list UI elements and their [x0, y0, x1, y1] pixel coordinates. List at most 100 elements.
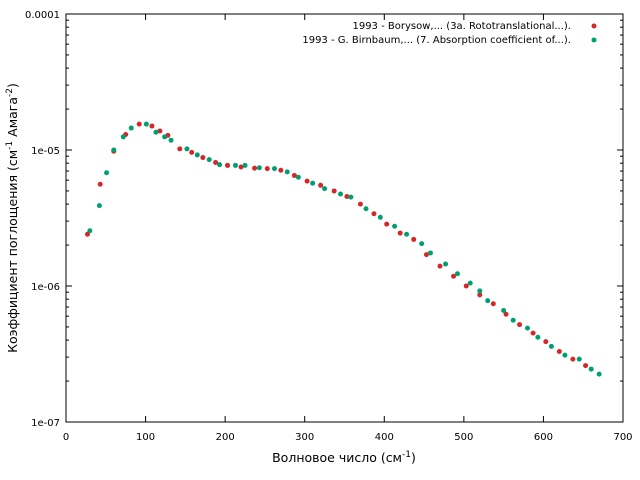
data-point — [427, 250, 433, 256]
data-point — [411, 236, 417, 242]
data-point — [184, 146, 190, 152]
data-point — [510, 317, 516, 323]
legend-marker-borysow — [591, 23, 597, 29]
data-point — [562, 352, 568, 358]
data-point — [194, 152, 200, 158]
data-point — [570, 356, 576, 362]
data-point — [128, 125, 134, 131]
legend-marker-birnbaum — [591, 37, 597, 43]
data-point — [477, 288, 483, 294]
data-point — [392, 223, 398, 229]
data-point — [84, 231, 90, 237]
data-point — [177, 146, 183, 152]
plot-frame — [65, 13, 624, 423]
data-point — [404, 231, 410, 237]
x-tick-label: 300 — [295, 432, 314, 443]
data-point — [501, 308, 507, 314]
legend-label-birnbaum: 1993 - G. Birnbaum,... (7. Absorption co… — [302, 35, 571, 46]
data-point — [530, 330, 536, 336]
data-point — [304, 178, 310, 184]
data-point — [96, 203, 102, 209]
data-point — [153, 129, 159, 135]
data-point — [149, 123, 155, 129]
data-point — [556, 348, 562, 354]
data-point — [238, 164, 244, 170]
y-axis: 1e-07 1e-06 1e-05 0.0001 — [25, 10, 623, 429]
data-point — [588, 366, 594, 372]
data-point — [322, 186, 328, 192]
data-point — [284, 169, 290, 175]
x-tick-label: 700 — [613, 432, 632, 443]
data-point — [87, 228, 93, 234]
data-point — [213, 159, 219, 165]
data-point — [443, 261, 449, 267]
data-point — [318, 182, 324, 188]
data-point — [120, 134, 126, 140]
series-1 — [87, 121, 602, 377]
data-point — [338, 191, 344, 197]
series-0 — [84, 121, 589, 369]
data-point — [423, 252, 429, 258]
x-tick-label: 100 — [136, 432, 155, 443]
data-point — [252, 165, 258, 171]
data-point — [548, 343, 554, 349]
data-point — [467, 280, 473, 286]
y-tick-label: 0.0001 — [25, 10, 60, 21]
data-point — [454, 271, 460, 277]
data-point — [111, 147, 117, 153]
x-axis: 0 100 200 300 400 500 600 700 — [63, 14, 633, 443]
data-point — [357, 201, 363, 207]
y-tick-label: 1e-05 — [31, 146, 60, 157]
data-point — [256, 165, 262, 171]
data-point — [217, 162, 223, 168]
data-point — [503, 311, 509, 317]
data-point — [477, 292, 483, 298]
data-point — [278, 167, 284, 173]
data-point — [271, 166, 277, 172]
data-point — [97, 181, 103, 187]
y-tick-label: 1e-07 — [31, 418, 60, 429]
data-point — [583, 363, 589, 369]
legend-label-borysow: 1993 - Borysow,... (3a. Rototranslationa… — [352, 21, 571, 32]
data-point — [136, 121, 142, 127]
data-point — [206, 157, 212, 163]
data-point — [490, 301, 496, 307]
data-points — [84, 121, 602, 377]
x-axis-title: Волновое число (см-1) — [272, 450, 416, 465]
data-point — [200, 155, 206, 161]
data-point — [232, 162, 238, 168]
data-point — [437, 263, 443, 269]
data-point — [596, 371, 602, 377]
x-tick-label: 400 — [375, 432, 394, 443]
data-point — [517, 322, 523, 328]
data-point — [242, 162, 248, 168]
y-axis-title: Коэффициент поглощения (см-1 Амага-2) — [5, 83, 20, 353]
data-point — [331, 188, 337, 194]
data-point — [397, 230, 403, 236]
x-tick-label: 500 — [454, 432, 473, 443]
data-point — [371, 211, 377, 217]
data-point — [225, 162, 231, 168]
y-tick-label: 1e-06 — [31, 282, 60, 293]
data-point — [419, 241, 425, 247]
data-point — [310, 180, 316, 186]
data-point — [344, 194, 350, 200]
legend: 1993 - Borysow,... (3a. Rototranslationa… — [302, 21, 597, 46]
data-point — [543, 339, 549, 345]
data-point — [463, 283, 469, 289]
data-point — [348, 194, 354, 200]
data-point — [384, 221, 390, 227]
x-tick-label: 0 — [63, 432, 69, 443]
data-point — [168, 137, 174, 143]
data-point — [535, 334, 541, 340]
data-point — [525, 325, 531, 331]
data-point — [363, 206, 369, 212]
x-tick-label: 200 — [216, 432, 235, 443]
data-point — [104, 170, 110, 176]
data-point — [451, 273, 457, 279]
data-point — [157, 128, 163, 134]
data-point — [576, 356, 582, 362]
data-point — [377, 214, 383, 220]
data-point — [189, 149, 195, 155]
